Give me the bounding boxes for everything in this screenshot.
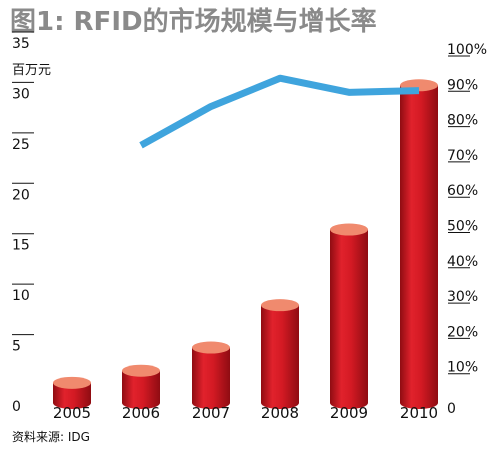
right-tick-label: 30% (447, 289, 478, 305)
left-tick-label: 35 (12, 36, 30, 52)
x-tick-label: 2005 (53, 404, 91, 422)
x-tick-label: 2009 (330, 404, 368, 422)
left-tick-label: 5 (12, 339, 21, 355)
left-tick-label: 10 (12, 288, 30, 304)
bar-2006 (122, 364, 160, 409)
growth-rate-line (139, 74, 420, 149)
bar-2010 (400, 79, 438, 410)
x-tick-label: 2010 (400, 404, 438, 422)
x-tick-label: 2007 (192, 404, 230, 422)
right-tick-label: 70% (447, 148, 478, 164)
bar-top (53, 376, 91, 389)
bar-2007 (192, 341, 230, 409)
left-tick-label: 0 (12, 399, 21, 415)
left-axis: 0 5 10 15 20 25 30 35 (12, 31, 34, 415)
left-axis-unit: 百万元 (12, 63, 51, 78)
right-tick-label: 20% (447, 324, 478, 340)
bar-top (122, 364, 160, 377)
bar-2008 (261, 299, 299, 409)
x-tick-label: 2008 (261, 404, 299, 422)
right-tick-label: 60% (447, 183, 478, 199)
bar-body (53, 382, 91, 409)
bar-body (122, 370, 160, 409)
bar-top (330, 223, 368, 236)
bar-series (53, 79, 438, 410)
right-axis: 0 10% 20% 30% 40% 50% 60% 70% 80% 90% 100% (447, 42, 487, 417)
bar-2005 (53, 376, 91, 409)
bar-body (192, 347, 230, 409)
bar-body (261, 305, 299, 409)
right-tick-label: 40% (447, 254, 478, 270)
right-tick-label: 0 (447, 401, 456, 417)
bar-top (192, 341, 230, 354)
left-tick-label: 20 (12, 187, 30, 203)
chart-title: 图1: RFID的市场规模与增长率 (10, 6, 377, 37)
bar-2009 (330, 223, 368, 409)
right-tick-label: 50% (447, 219, 478, 235)
right-tick-label: 10% (447, 360, 478, 376)
right-tick-label: 100% (447, 42, 487, 58)
source-note: 资料来源: IDG (12, 430, 90, 444)
bar-body (330, 229, 368, 409)
right-tick-label: 80% (447, 113, 478, 129)
bar-body (400, 85, 438, 410)
line-series (139, 74, 420, 149)
left-tick-label: 25 (12, 137, 30, 153)
right-tick-label: 90% (447, 77, 478, 93)
left-tick-label: 30 (12, 86, 30, 102)
x-tick-label: 2006 (122, 404, 160, 422)
left-tick-label: 15 (12, 238, 30, 254)
x-axis: 2005 2006 2007 2008 2009 2010 (53, 404, 438, 422)
bar-top (261, 299, 299, 312)
